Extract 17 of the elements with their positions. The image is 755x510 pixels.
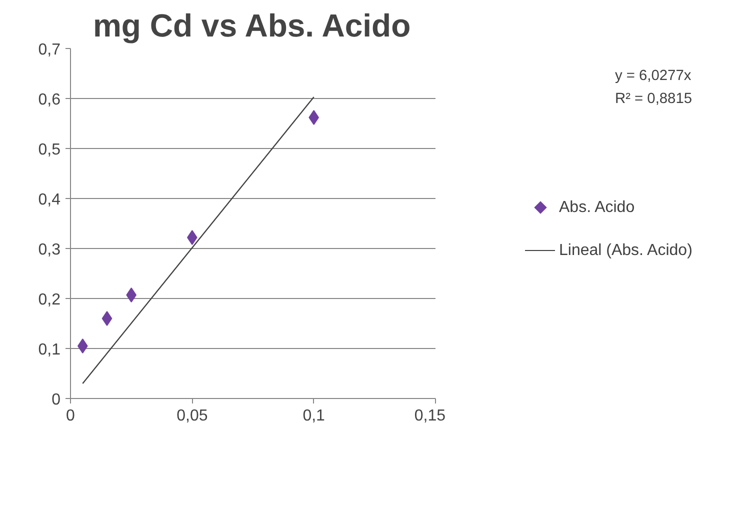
- x-tick-label: 0,15: [414, 408, 446, 424]
- x-tick-label: 0,05: [176, 408, 208, 424]
- y-tick-label: 0,5: [38, 142, 61, 158]
- y-tick-label: 0: [52, 392, 61, 408]
- text: y = 6,0277x: [615, 68, 692, 84]
- x-tick-label: 0: [66, 408, 76, 424]
- legend-label: Lineal (Abs. Acido): [558, 240, 692, 261]
- y-tick-label: 0,1: [38, 342, 61, 358]
- y-tick-label: 0,3: [38, 242, 61, 258]
- x-tick-label: 0,1: [302, 408, 326, 424]
- legend-label: Abs. Acido: [558, 198, 636, 218]
- text: R² = 0,8815: [615, 91, 692, 108]
- y-tick-label: 0,7: [38, 42, 61, 58]
- y-tick-label: 0,4: [38, 192, 61, 208]
- y-tick-label: 0,2: [38, 292, 61, 308]
- y-tick-label: 0,6: [38, 92, 61, 108]
- chart-title: mg Cd vs Abs. Acido: [92, 8, 411, 44]
